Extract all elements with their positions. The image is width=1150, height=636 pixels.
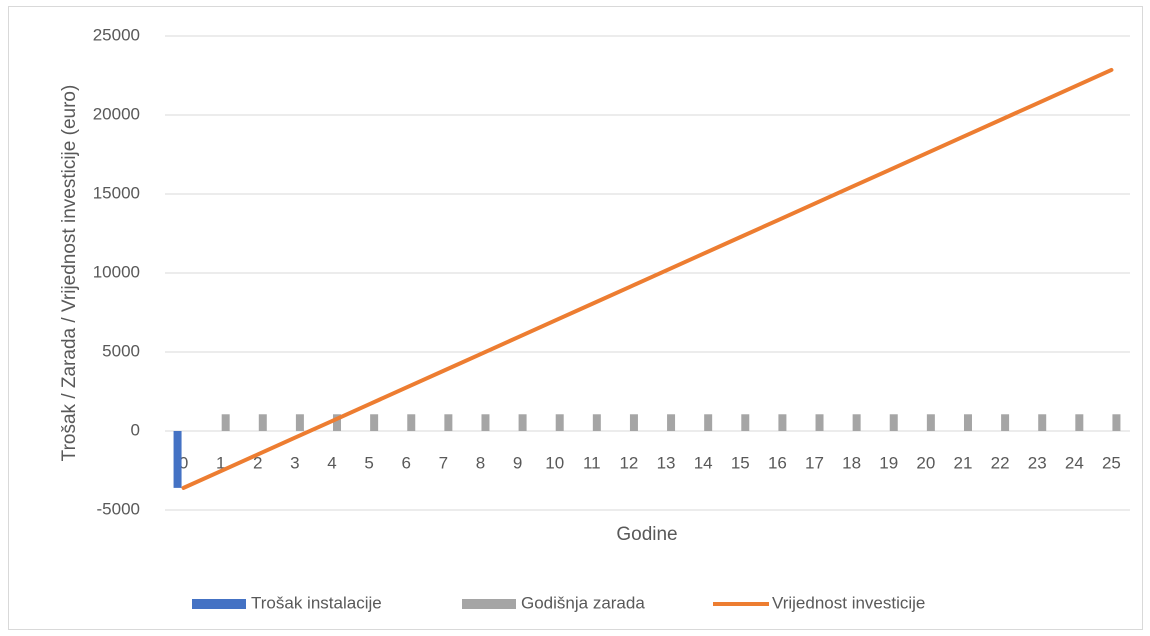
bar	[333, 414, 342, 431]
x-tick-label: 23	[1028, 453, 1047, 472]
y-tick-label: 5000	[102, 341, 140, 360]
line	[181, 67, 1114, 490]
x-tick-label: 6	[402, 453, 411, 472]
x-tick-label: 4	[327, 453, 336, 472]
x-tick-label: 22	[991, 453, 1010, 472]
y-tick-label: 0	[131, 420, 140, 439]
x-tick-label: 14	[694, 453, 713, 472]
bar	[481, 414, 490, 431]
x-tick-label: 25	[1102, 453, 1121, 472]
x-tick-label: 2	[253, 453, 262, 472]
legend-swatch	[462, 599, 516, 609]
x-axis-title: Godine	[616, 524, 677, 545]
legend-label: Trošak instalacije	[251, 593, 382, 612]
x-tick-label: 20	[916, 453, 935, 472]
y-tick-label: -5000	[97, 499, 140, 518]
x-tick-label: 16	[768, 453, 787, 472]
bar	[704, 414, 713, 431]
x-tick-label: 24	[1065, 453, 1084, 472]
bar	[963, 414, 972, 431]
bar	[1112, 414, 1121, 431]
legend-swatch	[192, 599, 246, 609]
y-tick-label: 25000	[93, 25, 140, 44]
y-tick-label: 10000	[93, 262, 140, 281]
y-tick-label: 15000	[93, 183, 140, 202]
bar	[926, 414, 935, 431]
x-tick-label: 5	[364, 453, 373, 472]
x-tick-label: 13	[657, 453, 676, 472]
x-tick-label: 19	[879, 453, 898, 472]
x-tick-label: 10	[545, 453, 564, 472]
bar	[889, 414, 898, 431]
bar	[407, 414, 416, 431]
bar	[258, 414, 267, 431]
bar	[778, 414, 787, 431]
bar	[173, 431, 182, 488]
x-tick-label: 3	[290, 453, 299, 472]
x-tick-label: 11	[583, 453, 601, 472]
bar	[370, 414, 379, 431]
y-axis-title: Trošak / Zarada / Vrijednost investicije…	[59, 85, 80, 462]
x-tick-label: 7	[439, 453, 448, 472]
bar	[221, 414, 230, 431]
x-tick-label: 0	[179, 453, 188, 472]
x-tick-label: 21	[954, 453, 973, 472]
bar	[629, 414, 638, 431]
bar	[1001, 414, 1010, 431]
bar	[592, 414, 601, 431]
bar	[852, 414, 861, 431]
x-tick-label: 9	[513, 453, 522, 472]
bar	[555, 414, 564, 431]
x-tick-label: 1	[216, 453, 225, 472]
bar	[741, 414, 750, 431]
bar	[444, 414, 453, 431]
bar	[1075, 414, 1084, 431]
legend-label: Vrijednost investicije	[772, 593, 925, 612]
x-tick-label: 15	[731, 453, 750, 472]
legend-label: Godišnja zarada	[521, 593, 645, 612]
bar	[667, 414, 676, 431]
x-tick-label: 17	[805, 453, 824, 472]
x-tick-label: 18	[842, 453, 861, 472]
y-tick-label: 20000	[93, 104, 140, 123]
bar	[518, 414, 527, 431]
x-tick-label: 12	[619, 453, 638, 472]
bar	[815, 414, 824, 431]
bar	[295, 414, 304, 431]
chart-frame	[8, 6, 1143, 630]
bar	[1038, 414, 1047, 431]
x-tick-label: 8	[476, 453, 485, 472]
